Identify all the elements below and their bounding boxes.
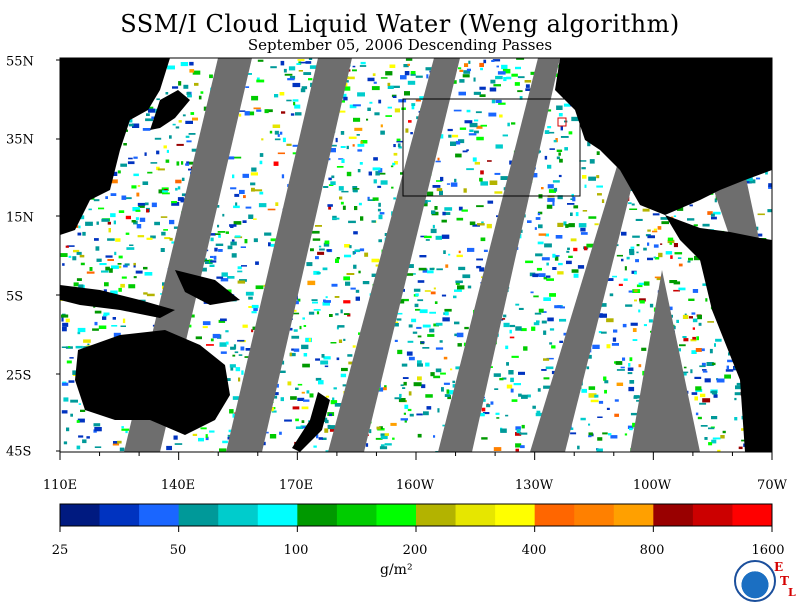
lon-label-110e: 110E bbox=[42, 478, 78, 493]
colorbar-segment bbox=[257, 504, 298, 526]
colorbar-segment bbox=[574, 504, 615, 526]
lon-label-170e: 170E bbox=[278, 478, 314, 493]
colorbar-segment bbox=[534, 504, 575, 526]
region-box bbox=[402, 98, 581, 197]
lat-label-35n: 35N bbox=[6, 132, 34, 148]
colorbar-segment bbox=[218, 504, 259, 526]
lon-ticks bbox=[59, 452, 773, 460]
map-area bbox=[60, 58, 772, 452]
etl-letter-l: L bbox=[788, 586, 796, 599]
etl-letter-e: E bbox=[774, 560, 784, 574]
colorbar-segment bbox=[653, 504, 694, 526]
colorbar-segment bbox=[99, 504, 140, 526]
colorbar-segment bbox=[495, 504, 536, 526]
marker-box bbox=[557, 117, 567, 127]
colorbar-label-50: 50 bbox=[169, 543, 187, 558]
lat-label-25s: 25S bbox=[6, 368, 32, 384]
lat-label-45s: 45S bbox=[6, 444, 32, 460]
colorbar-label-100: 100 bbox=[283, 543, 309, 558]
land-masses bbox=[60, 58, 772, 452]
noaa-logo-icon bbox=[734, 560, 776, 602]
map-title: SSM/I Cloud Liquid Water (Weng algorithm… bbox=[120, 10, 680, 38]
colorbar-segment bbox=[692, 504, 733, 526]
colorbar-label-400: 400 bbox=[521, 543, 547, 558]
map-subtitle: September 05, 2006 Descending Passes bbox=[247, 36, 553, 54]
etl-letter-t: T bbox=[780, 574, 789, 588]
colorbar-units: g/m² bbox=[380, 562, 413, 578]
colorbar-label-800: 800 bbox=[639, 543, 665, 558]
colorbar-segment bbox=[297, 504, 338, 526]
lat-label-55n: 55N bbox=[6, 54, 34, 70]
colorbar-segment bbox=[60, 504, 101, 526]
lon-label-70w: 70W bbox=[757, 478, 787, 493]
colorbar-label-25: 25 bbox=[51, 543, 69, 558]
lon-label-130w: 130W bbox=[514, 478, 554, 493]
colorbar-label-200: 200 bbox=[402, 543, 428, 558]
lat-label-5s: 5S bbox=[6, 289, 24, 305]
colorbar-segment bbox=[139, 504, 180, 526]
colorbar-segment bbox=[376, 504, 417, 526]
colorbar-segment bbox=[336, 504, 377, 526]
lat-label-15n: 15N bbox=[6, 210, 34, 226]
colorbar-segment bbox=[455, 504, 496, 526]
no-data-swaths bbox=[124, 58, 772, 452]
colorbar-segment bbox=[732, 504, 773, 526]
lon-label-100w: 100W bbox=[632, 478, 672, 493]
colorbar-segment bbox=[416, 504, 457, 526]
colorbar-segment bbox=[178, 504, 219, 526]
lon-label-140e: 140E bbox=[160, 478, 196, 493]
colorbar-label-1600: 1600 bbox=[751, 543, 785, 558]
colorbar bbox=[59, 503, 773, 532]
lon-label-160w: 160W bbox=[395, 478, 435, 493]
lat-ticks bbox=[56, 59, 60, 452]
colorbar-segment bbox=[613, 504, 654, 526]
